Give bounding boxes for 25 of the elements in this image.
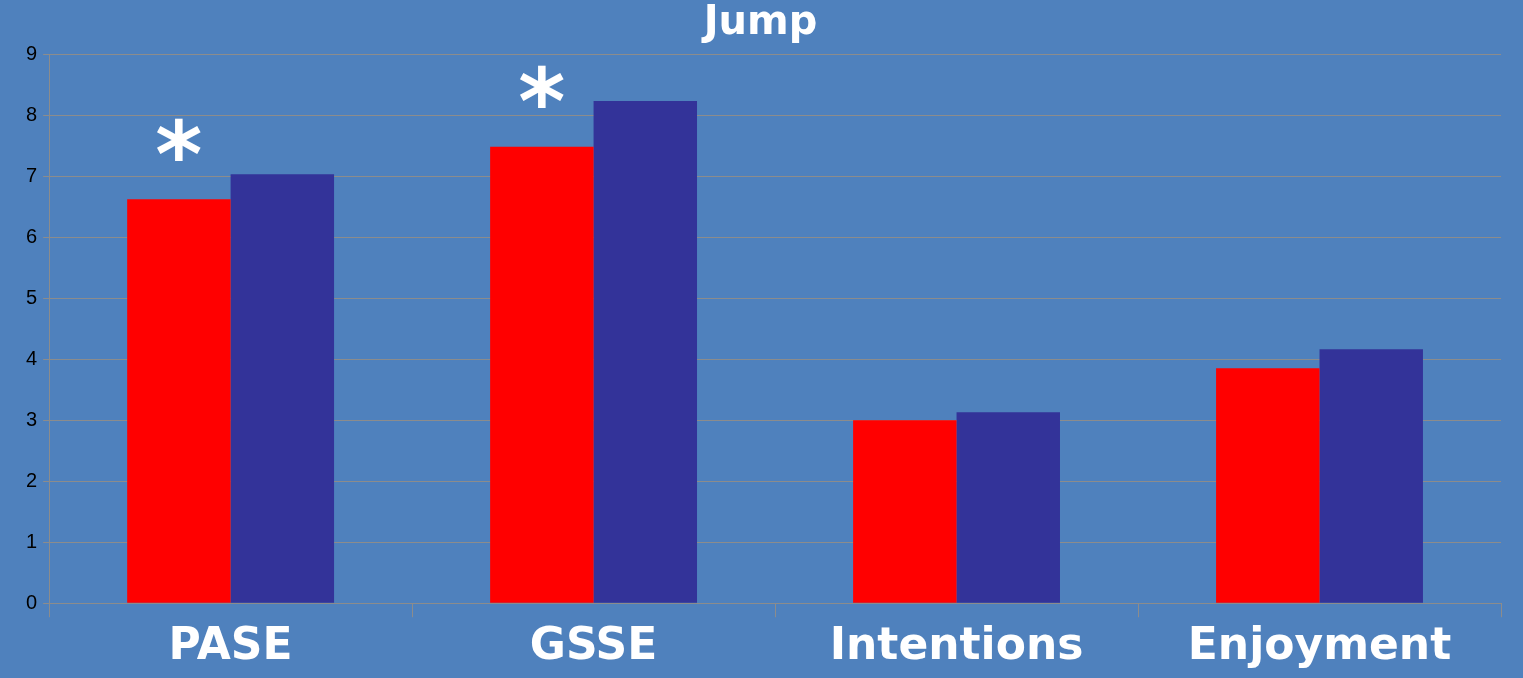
bar xyxy=(1216,368,1320,603)
x-tick-label: PASE xyxy=(168,618,293,670)
y-tick-label: 6 xyxy=(26,224,38,247)
annotation: * xyxy=(155,101,203,207)
bar xyxy=(490,146,594,603)
y-tick-label: 9 xyxy=(26,41,38,64)
x-tick-label: Intentions xyxy=(829,618,1084,670)
bar xyxy=(230,174,335,603)
bar xyxy=(593,100,698,603)
bar xyxy=(956,412,1060,603)
chart-title: Jump xyxy=(700,0,818,44)
y-tick-label: 3 xyxy=(26,407,38,430)
y-tick-label: 7 xyxy=(26,163,38,186)
bar xyxy=(1319,349,1423,603)
y-tick-label: 4 xyxy=(26,346,38,369)
y-tick-label: 8 xyxy=(26,102,38,125)
y-tick-label: 2 xyxy=(26,468,38,491)
y-tick-label: 0 xyxy=(26,590,38,613)
y-tick-label: 1 xyxy=(26,529,38,552)
bar xyxy=(853,420,957,603)
annotation: * xyxy=(518,49,566,155)
bar xyxy=(127,199,231,603)
x-tick-label: Enjoyment xyxy=(1187,618,1452,670)
x-tick-label: GSSE xyxy=(529,618,658,670)
y-tick-label: 5 xyxy=(26,285,38,308)
